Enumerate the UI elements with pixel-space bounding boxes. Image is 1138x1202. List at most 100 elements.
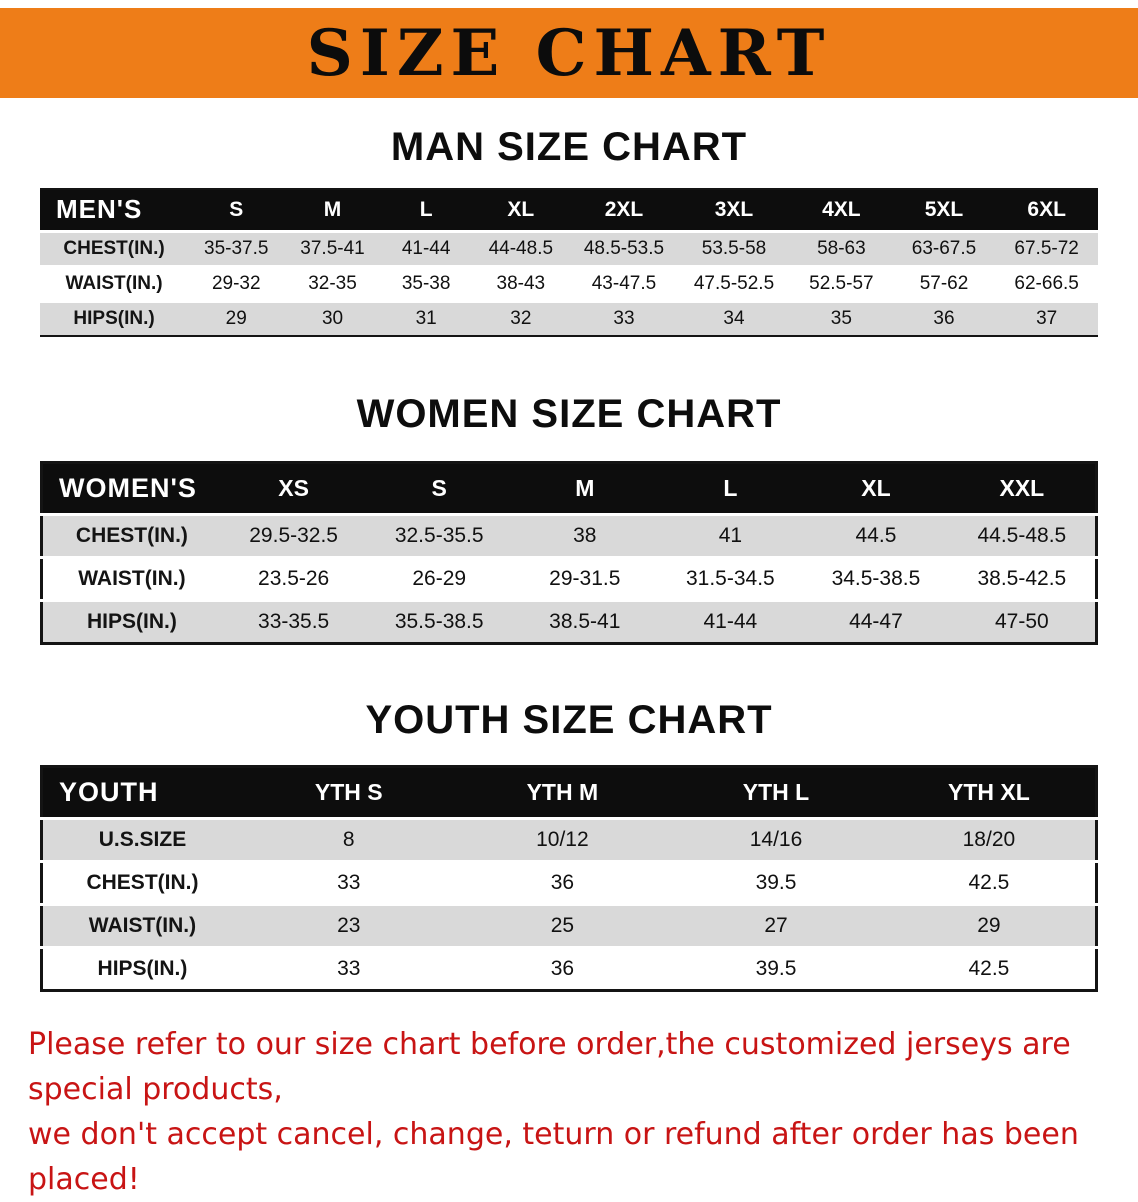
men-hips-row: HIPS(IN.) 29 30 31 32 33 34 35 36 37 bbox=[40, 299, 1098, 336]
men-chest-row: CHEST(IN.) 35-37.5 37.5-41 41-44 44-48.5… bbox=[40, 229, 1098, 266]
size-cell: 25 bbox=[455, 903, 670, 948]
size-cell: 33-35.5 bbox=[220, 599, 367, 644]
size-cell: 47-50 bbox=[948, 599, 1097, 644]
size-cell: 35 bbox=[790, 299, 893, 336]
size-cell: 62-66.5 bbox=[995, 264, 1098, 301]
size-cell: 34 bbox=[677, 299, 791, 336]
size-cell: 29.5-32.5 bbox=[220, 513, 367, 558]
size-cell: 57-62 bbox=[892, 264, 996, 301]
size-chart-page: SIZE CHART MAN SIZE CHART MEN'S S M L XL… bbox=[0, 8, 1138, 1202]
row-label: CHEST(IN.) bbox=[40, 229, 189, 266]
column-header: YTH S bbox=[241, 766, 456, 819]
row-label: HIPS(IN.) bbox=[41, 946, 242, 991]
men-size-table: MEN'S S M L XL 2XL 3XL 4XL 5XL 6XL CHEST… bbox=[40, 188, 1098, 337]
size-cell: 44.5 bbox=[803, 513, 949, 558]
column-header: YTH L bbox=[669, 766, 883, 819]
youth-header-row: YOUTH YTH S YTH M YTH L YTH XL bbox=[41, 766, 1097, 819]
men-table-corner: MEN'S bbox=[40, 189, 189, 231]
disclaimer-line-1: Please refer to our size chart before or… bbox=[28, 1027, 1071, 1107]
size-cell: 43-47.5 bbox=[570, 264, 678, 301]
size-cell: 32 bbox=[471, 299, 571, 336]
size-cell: 41-44 bbox=[380, 229, 472, 266]
size-cell: 30 bbox=[284, 299, 381, 336]
size-cell: 38 bbox=[512, 513, 658, 558]
women-size-table: WOMEN'S XS S M L XL XXL CHEST(IN.) 29.5-… bbox=[40, 461, 1098, 645]
youth-hips-row: HIPS(IN.) 33 36 39.5 42.5 bbox=[41, 946, 1097, 991]
size-cell: 44.5-48.5 bbox=[948, 513, 1097, 558]
youth-chest-row: CHEST(IN.) 33 36 39.5 42.5 bbox=[41, 860, 1097, 905]
size-cell: 31.5-34.5 bbox=[657, 556, 804, 601]
column-header: S bbox=[366, 462, 512, 515]
size-cell: 23.5-26 bbox=[220, 556, 367, 601]
column-header: XS bbox=[220, 462, 367, 515]
row-label: CHEST(IN.) bbox=[41, 513, 221, 558]
size-cell: 36 bbox=[455, 946, 670, 991]
size-cell: 31 bbox=[380, 299, 472, 336]
size-cell: 44-48.5 bbox=[471, 229, 571, 266]
size-cell: 8 bbox=[241, 817, 456, 862]
column-header: M bbox=[284, 189, 381, 231]
column-header: 5XL bbox=[892, 189, 996, 231]
size-cell: 35-37.5 bbox=[188, 229, 285, 266]
row-label: U.S.SIZE bbox=[41, 817, 242, 862]
column-header: YTH M bbox=[455, 766, 670, 819]
size-cell: 32-35 bbox=[284, 264, 381, 301]
youth-waist-row: WAIST(IN.) 23 25 27 29 bbox=[41, 903, 1097, 948]
column-header: 4XL bbox=[790, 189, 893, 231]
youth-size-chart-heading: YOUTH SIZE CHART bbox=[365, 698, 773, 742]
men-section: MAN SIZE CHART MEN'S S M L XL 2XL 3XL 4X… bbox=[0, 124, 1138, 337]
size-cell: 37.5-41 bbox=[284, 229, 381, 266]
size-cell: 52.5-57 bbox=[790, 264, 893, 301]
size-cell: 33 bbox=[570, 299, 678, 336]
size-cell: 29 bbox=[882, 903, 1097, 948]
youth-section: YOUTH SIZE CHART YOUTH YTH S YTH M YTH L… bbox=[0, 697, 1138, 992]
size-cell: 33 bbox=[241, 860, 456, 905]
size-cell: 42.5 bbox=[882, 860, 1097, 905]
size-cell: 14/16 bbox=[669, 817, 883, 862]
row-label: WAIST(IN.) bbox=[41, 556, 221, 601]
youth-table-corner: YOUTH bbox=[41, 766, 242, 819]
size-cell: 18/20 bbox=[882, 817, 1097, 862]
size-cell: 34.5-38.5 bbox=[803, 556, 949, 601]
banner: SIZE CHART bbox=[0, 8, 1138, 98]
men-size-chart-heading: MAN SIZE CHART bbox=[390, 125, 748, 169]
column-header: XL bbox=[803, 462, 949, 515]
column-header: XL bbox=[471, 189, 571, 231]
column-header: 3XL bbox=[677, 189, 791, 231]
size-cell: 29-32 bbox=[188, 264, 285, 301]
size-cell: 23 bbox=[241, 903, 456, 948]
row-label: HIPS(IN.) bbox=[40, 299, 189, 336]
disclaimer-text: Please refer to our size chart before or… bbox=[28, 1022, 1110, 1202]
row-label: WAIST(IN.) bbox=[41, 903, 242, 948]
women-section: WOMEN SIZE CHART WOMEN'S XS S M L XL XXL bbox=[0, 391, 1138, 645]
size-cell: 29-31.5 bbox=[512, 556, 658, 601]
column-header: 6XL bbox=[995, 189, 1098, 231]
size-cell: 67.5-72 bbox=[995, 229, 1098, 266]
size-cell: 33 bbox=[241, 946, 456, 991]
men-header-row: MEN'S S M L XL 2XL 3XL 4XL 5XL 6XL bbox=[40, 189, 1098, 231]
women-chest-row: CHEST(IN.) 29.5-32.5 32.5-35.5 38 41 44.… bbox=[41, 513, 1097, 558]
row-label: WAIST(IN.) bbox=[40, 264, 189, 301]
size-cell: 38-43 bbox=[471, 264, 571, 301]
column-header: L bbox=[380, 189, 472, 231]
size-cell: 35.5-38.5 bbox=[366, 599, 512, 644]
size-cell: 63-67.5 bbox=[892, 229, 996, 266]
size-cell: 41 bbox=[657, 513, 804, 558]
row-label: HIPS(IN.) bbox=[41, 599, 221, 644]
footer: Please refer to our size chart before or… bbox=[0, 1022, 1138, 1202]
size-cell: 38.5-41 bbox=[512, 599, 658, 644]
size-cell: 35-38 bbox=[380, 264, 472, 301]
women-header-row: WOMEN'S XS S M L XL XXL bbox=[41, 462, 1097, 515]
size-cell: 39.5 bbox=[669, 946, 883, 991]
size-cell: 32.5-35.5 bbox=[366, 513, 512, 558]
size-cell: 29 bbox=[188, 299, 285, 336]
size-cell: 47.5-52.5 bbox=[677, 264, 791, 301]
size-cell: 27 bbox=[669, 903, 883, 948]
size-cell: 42.5 bbox=[882, 946, 1097, 991]
size-cell: 44-47 bbox=[803, 599, 949, 644]
size-cell: 53.5-58 bbox=[677, 229, 791, 266]
youth-ussize-row: U.S.SIZE 8 10/12 14/16 18/20 bbox=[41, 817, 1097, 862]
men-waist-row: WAIST(IN.) 29-32 32-35 35-38 38-43 43-47… bbox=[40, 264, 1098, 301]
size-cell: 36 bbox=[455, 860, 670, 905]
size-cell: 10/12 bbox=[455, 817, 670, 862]
